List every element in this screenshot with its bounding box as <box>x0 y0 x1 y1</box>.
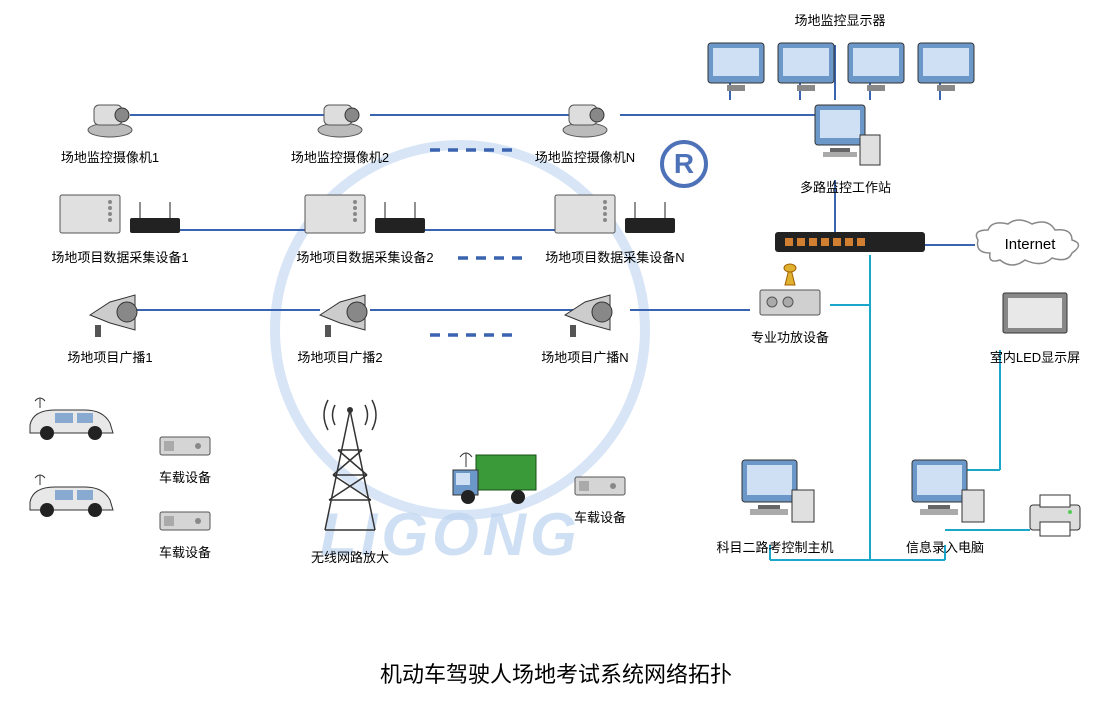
workstation: 多路监控工作站 <box>800 100 890 196</box>
data-device-2: 场地项目数据采集设备2 <box>270 190 460 266</box>
monitor <box>845 40 907 100</box>
car-device-2: 车载设备 <box>140 510 230 561</box>
amp-icon <box>750 260 830 320</box>
led-display: 室内LED显示屏 <box>975 290 1095 366</box>
car-device-1: 车载设备 <box>140 435 230 486</box>
tower-icon <box>300 390 400 540</box>
data-device-3: 场地项目数据采集设备N <box>520 190 710 266</box>
computer-icon <box>805 100 885 170</box>
diagram-title: 机动车驾驶人场地考试系统网络拓扑 <box>0 657 1112 689</box>
truck-icon <box>448 445 548 510</box>
broadcast-1: 场地项目广播1 <box>45 290 175 366</box>
computer-icon <box>730 455 820 530</box>
printer <box>1025 490 1085 545</box>
camera-3: 场地监控摄像机N <box>515 95 655 166</box>
car-device-3: 车载设备 <box>555 475 645 526</box>
registered-icon: R <box>660 140 708 188</box>
broadcast-3: 场地项目广播N <box>520 290 650 366</box>
subject2-host: 科目二路考控制主机 <box>710 455 840 556</box>
switch-icon <box>775 232 925 254</box>
amplifier: 专业功放设备 <box>740 260 840 346</box>
data-device-1: 场地项目数据采集设备1 <box>25 190 215 266</box>
broadcast-2: 场地项目广播2 <box>275 290 405 366</box>
printer-icon <box>1025 490 1085 540</box>
internet-cloud: Internet <box>970 218 1090 278</box>
camera-2: 场地监控摄像机2 <box>270 95 410 166</box>
monitor <box>915 40 977 100</box>
network-switch <box>775 232 925 259</box>
car-icon <box>25 472 120 522</box>
monitors-label: 场地监控显示器 <box>700 8 980 29</box>
truck <box>448 445 548 515</box>
camera-1: 场地监控摄像机1 <box>40 95 180 166</box>
wireless-tower: 无线网路放大 <box>285 390 415 566</box>
info-pc: 信息录入电脑 <box>890 455 1000 556</box>
computer-icon <box>900 455 990 530</box>
monitor <box>705 40 767 100</box>
monitor <box>775 40 837 100</box>
car-icon <box>25 395 120 445</box>
vehicle-2 <box>25 472 120 527</box>
vehicle-1 <box>25 395 120 450</box>
display-icon <box>1000 290 1070 340</box>
